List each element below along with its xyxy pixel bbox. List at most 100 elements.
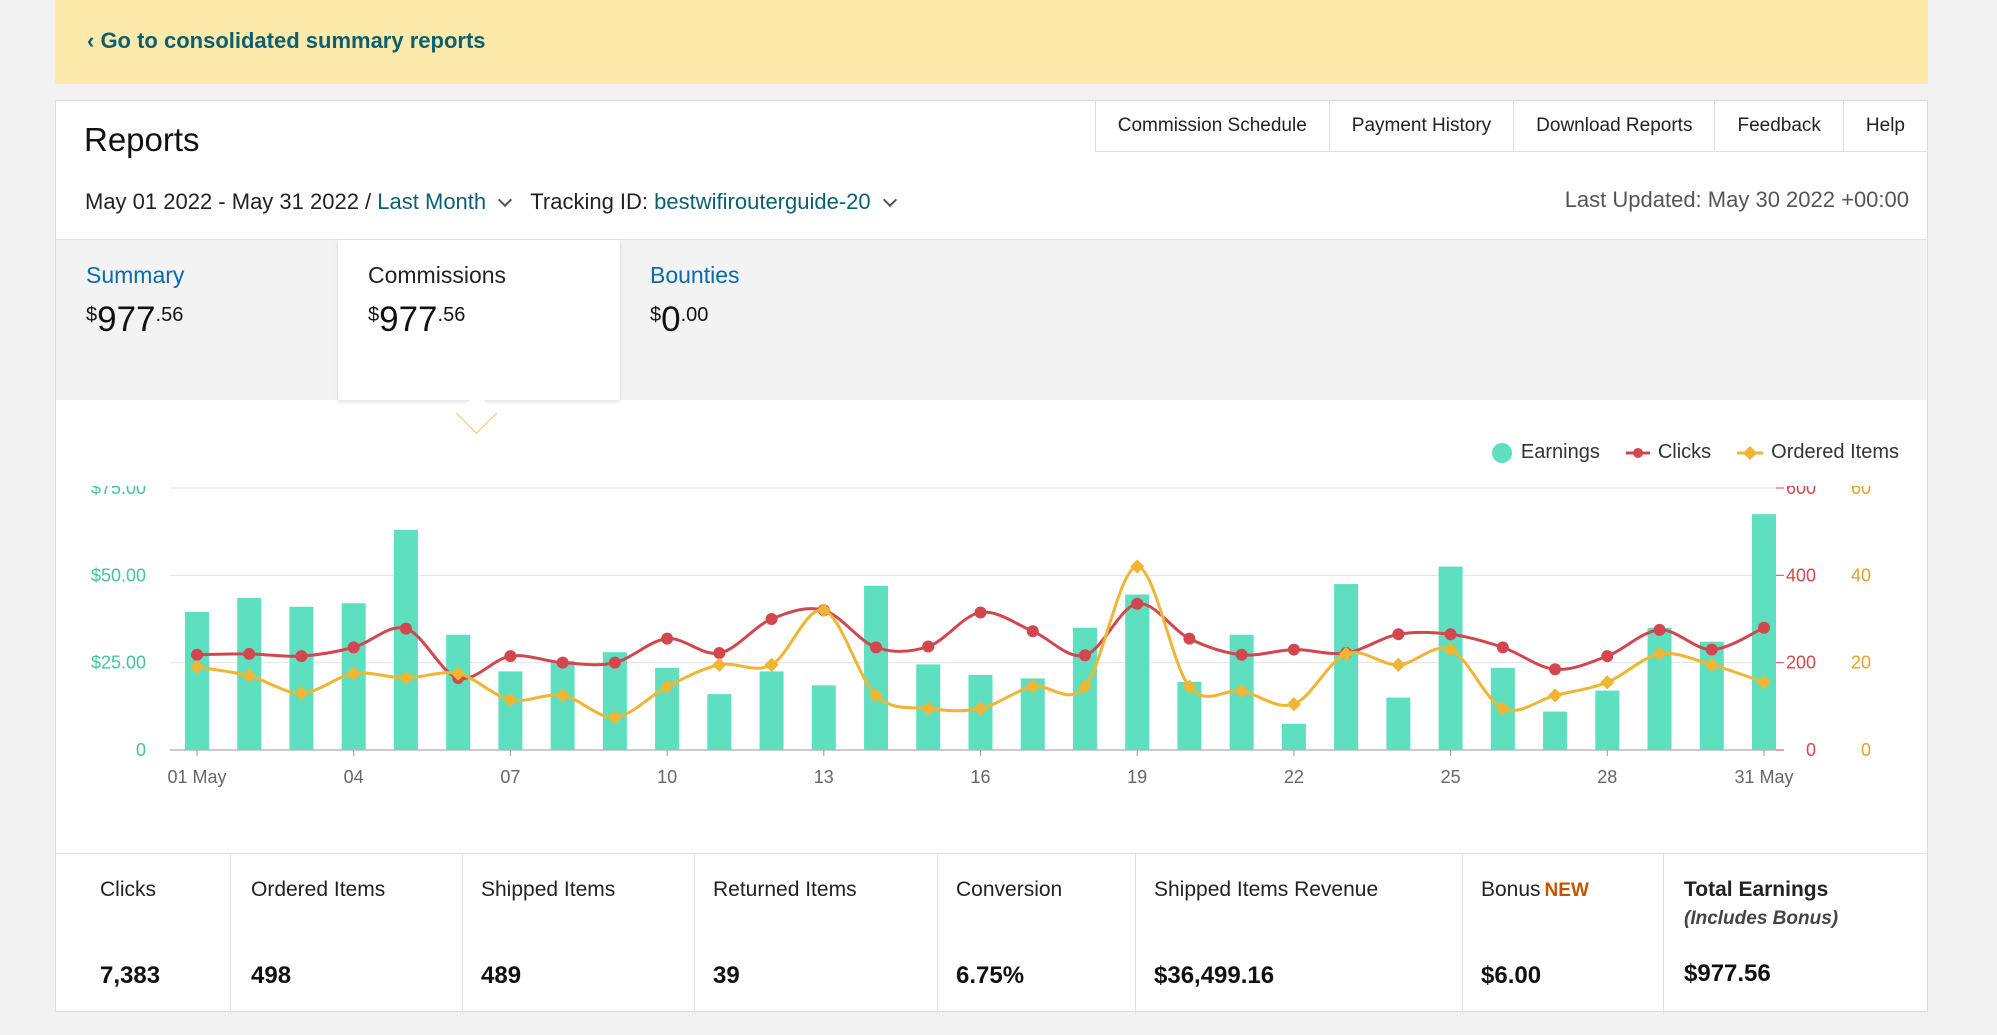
summary-tabs: Summary $977.56 Commissions $977.56 Boun… [56, 239, 1927, 400]
x-tick-label: 25 [1441, 767, 1461, 787]
last-updated-text: Last Updated: May 30 2022 +00:00 [1564, 187, 1909, 212]
tracking-id-dropdown[interactable]: bestwifirouterguide-20 [654, 189, 871, 214]
tab-commissions-amount: $977.56 [368, 300, 465, 340]
earnings-bar [393, 529, 418, 750]
ordered-items-point [816, 603, 831, 618]
y-right-ordered-tick-label: 20 [1851, 653, 1871, 673]
report-filters: May 01 2022 - May 31 2022 / Last Month T… [85, 189, 909, 215]
earnings-bar [1386, 697, 1411, 750]
tab-commissions[interactable]: Commissions $977.56 [338, 240, 620, 400]
earnings-dot-icon [1491, 442, 1512, 463]
commission-schedule-button[interactable]: Commission Schedule [1096, 101, 1330, 151]
earnings-bar [707, 694, 732, 750]
clicks-point [922, 640, 935, 653]
download-reports-button[interactable]: Download Reports [1514, 101, 1716, 151]
metric-sublabel: (Includes Bonus) [1684, 908, 1839, 929]
y-right-ordered-tick-label: 0 [1861, 740, 1871, 760]
metric-label: Total Earnings [1684, 878, 1829, 901]
clicks-point [1392, 628, 1405, 641]
clicks-point [1653, 623, 1666, 636]
ordered-items-point [1652, 646, 1667, 662]
ordered-items-line-icon [1737, 445, 1764, 460]
ordered-items-point [764, 657, 779, 672]
chart-legend: Earnings Clicks Ordered Items [1465, 441, 1899, 464]
ordered-items-point [660, 679, 675, 694]
consolidated-reports-link[interactable]: ‹ Go to consolidated summary reports [87, 28, 486, 53]
ordered-items-point [189, 659, 205, 675]
earnings-bar [185, 612, 209, 750]
x-tick-label: 28 [1597, 767, 1617, 787]
clicks-point [1705, 643, 1718, 656]
tab-bounties-amount: $0.00 [650, 300, 708, 340]
metric-ordered-items: Ordered Items 498 [231, 854, 463, 1014]
x-tick-label: 13 [814, 767, 834, 787]
period-dropdown[interactable]: Last Month [377, 189, 487, 214]
legend-earnings[interactable]: Earnings [1491, 441, 1600, 464]
metric-conversion: Conversion 6.75% [938, 854, 1136, 1014]
bonus-label: Bonus [1481, 878, 1541, 901]
y-right-ordered-tick-label: 40 [1851, 565, 1871, 585]
y-right-clicks-tick-label: 400 [1786, 565, 1816, 585]
y-left-tick-label: $75.00 [91, 486, 146, 498]
ordered-items-point [1756, 675, 1772, 690]
currency-symbol: $ [368, 304, 380, 326]
ordered-items-point [1547, 688, 1563, 703]
metric-value: 7,383 [100, 962, 161, 989]
clicks-point [399, 622, 412, 635]
x-tick-label: 01 May [167, 767, 226, 787]
y-left-tick-label: 0 [136, 740, 146, 760]
reports-card: Reports Commission Schedule Payment Hist… [55, 100, 1928, 1014]
tab-summary[interactable]: Summary $977.56 [56, 240, 338, 400]
y-right-clicks-tick-label: 200 [1786, 653, 1816, 673]
tab-bounties[interactable]: Bounties $0.00 [620, 240, 902, 400]
x-tick-label: 31 May [1734, 767, 1793, 787]
clicks-point [661, 632, 674, 645]
y-left-tick-label: $25.00 [91, 653, 146, 673]
feedback-button[interactable]: Feedback [1715, 101, 1844, 151]
help-button[interactable]: Help [1865, 115, 1905, 136]
metric-label: Clicks [100, 878, 156, 901]
clicks-point [1026, 625, 1039, 638]
tab-commissions-label: Commissions [368, 262, 507, 288]
amount-whole: 0 [661, 300, 681, 339]
x-tick-label: 16 [970, 767, 990, 787]
ordered-items-point [973, 701, 988, 716]
chevron-down-icon[interactable] [882, 192, 897, 208]
ordered-items-point [1286, 697, 1301, 712]
ordered-items-point [712, 657, 727, 672]
metric-value: $6.00 [1481, 962, 1542, 989]
metric-clicks: Clicks 7,383 [56, 854, 231, 1014]
earnings-bar [1125, 594, 1150, 750]
clicks-point [347, 641, 360, 654]
clicks-point [1496, 641, 1509, 654]
earnings-bar [1543, 711, 1568, 750]
metric-label: Shipped Items [481, 878, 616, 901]
chevron-down-icon[interactable] [498, 192, 513, 208]
x-tick-label: 19 [1127, 767, 1147, 787]
clicks-point [243, 647, 256, 660]
clicks-point [1758, 621, 1770, 634]
amount-whole: 977 [379, 300, 438, 339]
earnings-bar [1281, 723, 1306, 750]
ordered-items-series-line [196, 565, 1765, 719]
earnings-bar [498, 671, 523, 750]
legend-clicks[interactable]: Clicks [1625, 441, 1712, 464]
page-title: Reports [84, 121, 200, 158]
ordered-items-point [1234, 683, 1249, 699]
metric-label: Bonus NEW [1481, 878, 1589, 902]
metric-value: 498 [251, 962, 292, 989]
metric-label: Conversion [956, 878, 1063, 901]
clicks-point [295, 650, 308, 663]
clicks-point [974, 606, 987, 619]
payment-history-button[interactable]: Payment History [1330, 101, 1515, 151]
metrics-row: Clicks 7,383 Ordered Items 498 Shipped I… [56, 853, 1927, 1014]
legend-ordered-items-label: Ordered Items [1771, 441, 1899, 463]
clicks-point [1078, 649, 1091, 662]
metric-label: Shipped Items Revenue [1154, 878, 1379, 901]
clicks-point [608, 656, 621, 669]
clicks-point [1549, 663, 1562, 676]
legend-clicks-label: Clicks [1657, 441, 1712, 463]
earnings-bar [1595, 690, 1620, 750]
legend-ordered-items[interactable]: Ordered Items [1737, 441, 1899, 464]
clicks-point [1601, 650, 1614, 663]
